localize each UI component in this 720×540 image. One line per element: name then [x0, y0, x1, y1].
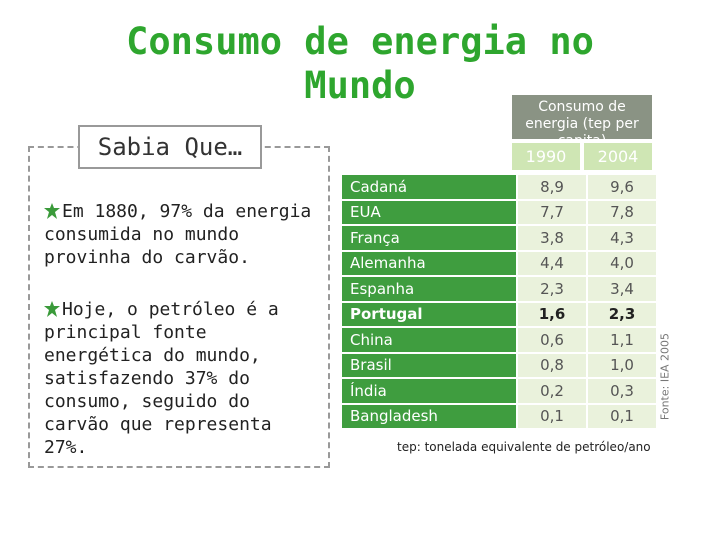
bullet: Hoje, o petróleo é a principal fonte ene…	[44, 298, 322, 459]
country-cell: Alemanha	[342, 251, 516, 275]
energy-table: Cadaná 8,9 9,6 EUA 7,7 7,8 França 3,8 4,3 Alemanh…	[342, 173, 656, 430]
value-cell: 4,0	[586, 251, 656, 275]
country-cell: EUA	[342, 200, 516, 224]
table-row: Espanha 2,3 3,4	[342, 277, 656, 301]
value-cell: 0,8	[516, 353, 586, 377]
value-cell: 0,1	[586, 404, 656, 428]
table-row: Alemanha 4,4 4,0	[342, 251, 656, 275]
value-cell: 3,4	[586, 277, 656, 301]
country-cell: Espanha	[342, 277, 516, 301]
value-cell: 1,1	[586, 328, 656, 352]
column-header: 1990	[512, 143, 580, 170]
value-cell: 8,9	[516, 175, 586, 199]
value-cell: 0,6	[516, 328, 586, 352]
table-row: China 0,6 1,1	[342, 328, 656, 352]
country-cell: Brasil	[342, 353, 516, 377]
footnote: tep: tonelada equivalente de petróleo/an…	[397, 440, 651, 454]
title: Consumo de energia no Mundo	[126, 20, 594, 107]
country-cell: Índia	[342, 379, 516, 403]
value-cell: 7,7	[516, 200, 586, 224]
country-cell: França	[342, 226, 516, 250]
sidebar-heading: Sabia Que…	[78, 125, 262, 169]
table-row: EUA 7,7 7,8	[342, 200, 656, 224]
value-cell: 4,4	[516, 251, 586, 275]
bullet-text: Em 1880, 97% da energia consumida no mun…	[44, 201, 312, 268]
table-row: França 3,8 4,3	[342, 226, 656, 250]
value-cell: 1,6	[516, 302, 586, 326]
table-row: Brasil 0,8 1,0	[342, 353, 656, 377]
source: Fonte: IEA 2005	[658, 332, 672, 421]
value-cell: 7,8	[586, 200, 656, 224]
bullet-icon	[44, 301, 60, 317]
country-cell: Bangladesh	[342, 404, 516, 428]
country-cell: Cadaná	[342, 175, 516, 199]
value-cell: 0,3	[586, 379, 656, 403]
table-row: Cadaná 8,9 9,6	[342, 175, 656, 199]
value-cell: 1,0	[586, 353, 656, 377]
column-header: 2004	[584, 143, 652, 170]
table-row: Bangladesh 0,1 0,1	[342, 404, 656, 428]
value-cell: 0,2	[516, 379, 586, 403]
country-cell: Portugal	[342, 302, 516, 326]
table-caption: Consumo de energia (tep per capita)	[512, 95, 652, 149]
bullet: Em 1880, 97% da energia consumida no mun…	[44, 200, 322, 269]
table-row: Portugal 1,6 2,3	[342, 302, 656, 326]
value-cell: 2,3	[516, 277, 586, 301]
value-cell: 9,6	[586, 175, 656, 199]
table-row: Índia 0,2 0,3	[342, 379, 656, 403]
value-cell: 0,1	[516, 404, 586, 428]
bullet-icon	[44, 203, 60, 219]
value-cell: 2,3	[586, 302, 656, 326]
bullet-text: Hoje, o petróleo é a principal fonte ene…	[44, 299, 279, 458]
country-cell: China	[342, 328, 516, 352]
value-cell: 4,3	[586, 226, 656, 250]
value-cell: 3,8	[516, 226, 586, 250]
